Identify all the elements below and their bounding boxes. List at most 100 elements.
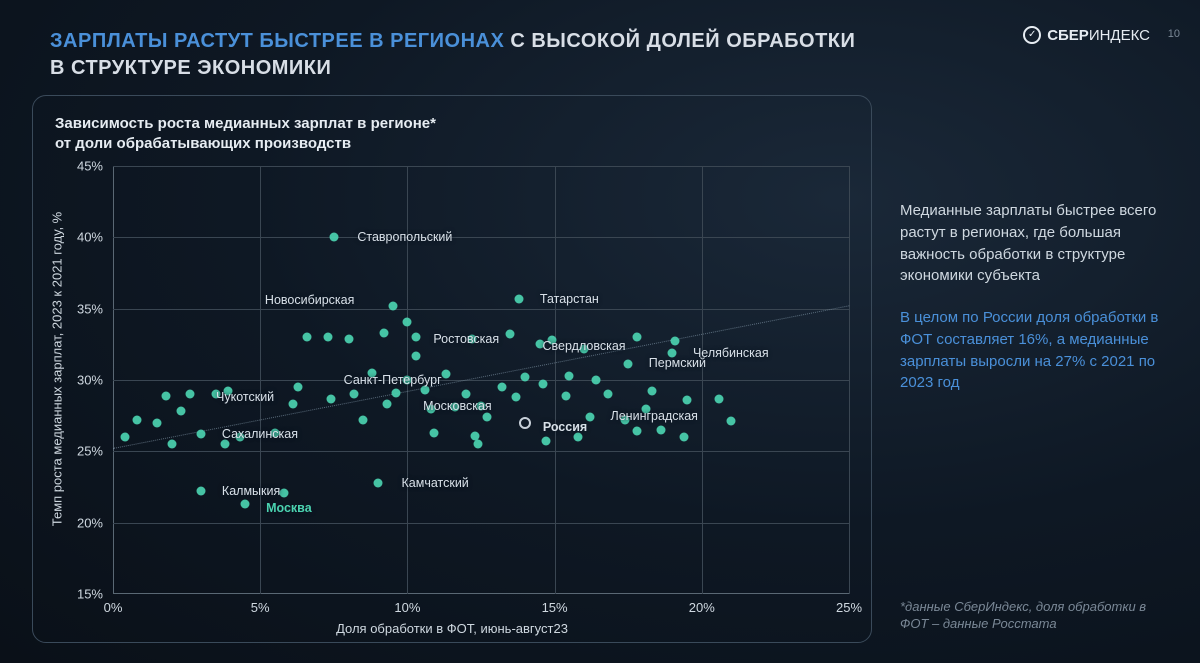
scatter-point bbox=[603, 390, 612, 399]
scatter-point bbox=[382, 400, 391, 409]
chart-container: Зависимость роста медианных зарплат в ре… bbox=[32, 95, 872, 643]
slide-title: ЗАРПЛАТЫ РАСТУТ БЫСТРЕЕ В РЕГИОНАХ С ВЫС… bbox=[50, 28, 1020, 82]
scatter-point bbox=[565, 371, 574, 380]
point-label: Ленинградская bbox=[611, 409, 698, 423]
scatter-point bbox=[132, 415, 141, 424]
scatter-point bbox=[167, 440, 176, 449]
x-tick: 10% bbox=[394, 600, 420, 615]
scatter-point bbox=[241, 500, 250, 509]
scatter-point bbox=[624, 360, 633, 369]
logo-light: ИНДЕКС bbox=[1089, 27, 1150, 44]
y-axis-label: Темп роста медианных зарплат, 2023 к 202… bbox=[50, 212, 65, 526]
scatter-point bbox=[359, 415, 368, 424]
chart-title: Зависимость роста медианных зарплат в ре… bbox=[55, 114, 849, 155]
plot-area: 15%20%25%30%35%40%45%0%5%10%15%20%25%Чук… bbox=[113, 166, 849, 594]
scatter-point bbox=[680, 433, 689, 442]
scatter-point bbox=[176, 407, 185, 416]
point-label: Свердловская bbox=[543, 339, 626, 353]
scatter-point bbox=[326, 394, 335, 403]
scatter-point bbox=[279, 488, 288, 497]
side-commentary: Медианные зарплаты быстрее всего растут … bbox=[900, 200, 1160, 394]
point-label: Камчатский bbox=[402, 476, 469, 490]
title-accent: ЗАРПЛАТЫ РАСТУТ БЫСТРЕЕ В РЕГИОНАХ bbox=[50, 30, 510, 52]
scatter-point bbox=[429, 428, 438, 437]
logo-bold: СБЕР bbox=[1047, 27, 1089, 44]
scatter-point bbox=[633, 333, 642, 342]
scatter-point bbox=[303, 333, 312, 342]
point-label: Ростовская bbox=[433, 332, 499, 346]
scatter-point bbox=[441, 370, 450, 379]
title-plain-2: В СТРУКТУРЕ ЭКОНОМИКИ bbox=[50, 55, 1020, 82]
scatter-point bbox=[541, 437, 550, 446]
point-label: Санкт-Петербург bbox=[344, 373, 442, 387]
scatter-point bbox=[519, 417, 531, 429]
grid-line-h bbox=[113, 309, 849, 310]
scatter-point bbox=[647, 387, 656, 396]
page-number: 10 bbox=[1168, 28, 1180, 40]
scatter-point bbox=[294, 383, 303, 392]
scatter-point bbox=[727, 417, 736, 426]
grid-line-h bbox=[113, 380, 849, 381]
scatter-point bbox=[412, 351, 421, 360]
side-paragraph-1: Медианные зарплаты быстрее всего растут … bbox=[900, 200, 1160, 287]
scatter-point bbox=[715, 394, 724, 403]
scatter-point bbox=[388, 301, 397, 310]
y-tick: 25% bbox=[77, 444, 103, 459]
scatter-point bbox=[120, 433, 129, 442]
point-label: Московская bbox=[423, 399, 492, 413]
scatter-point bbox=[403, 317, 412, 326]
scatter-point bbox=[379, 328, 388, 337]
scatter-point bbox=[656, 425, 665, 434]
scatter-point bbox=[515, 294, 524, 303]
scatter-point bbox=[482, 413, 491, 422]
brand-logo: ✓ СБЕРИНДЕКС bbox=[1023, 26, 1150, 44]
sber-check-icon: ✓ bbox=[1023, 26, 1041, 44]
x-tick: 0% bbox=[104, 600, 123, 615]
scatter-point bbox=[474, 440, 483, 449]
footnote: *данные СберИндекс, доля обработки в ФОТ… bbox=[900, 598, 1160, 633]
scatter-point bbox=[683, 395, 692, 404]
grid-line-h bbox=[113, 237, 849, 238]
point-label: Сахалинская bbox=[222, 427, 298, 441]
scatter-point bbox=[323, 333, 332, 342]
scatter-point bbox=[562, 391, 571, 400]
y-tick: 45% bbox=[77, 159, 103, 174]
scatter-point bbox=[391, 388, 400, 397]
scatter-point bbox=[538, 380, 547, 389]
scatter-point bbox=[668, 348, 677, 357]
point-label: Ставропольский bbox=[357, 230, 452, 244]
point-label: Калмыкия bbox=[222, 484, 280, 498]
point-label: Татарстан bbox=[540, 292, 599, 306]
side-paragraph-2: В целом по России доля обработки в ФОТ с… bbox=[900, 307, 1160, 394]
scatter-point bbox=[288, 400, 297, 409]
point-label: Чукотский bbox=[216, 390, 274, 404]
scatter-point bbox=[591, 376, 600, 385]
scatter-point bbox=[521, 373, 530, 382]
scatter-point bbox=[185, 390, 194, 399]
scatter-point bbox=[462, 390, 471, 399]
scatter-point bbox=[506, 330, 515, 339]
scatter-point bbox=[512, 393, 521, 402]
grid-line-v bbox=[849, 166, 850, 594]
grid-line-h bbox=[113, 523, 849, 524]
grid-line-h bbox=[113, 451, 849, 452]
point-label: Новосибирская bbox=[265, 293, 354, 307]
chart-title-l1: Зависимость роста медианных зарплат в ре… bbox=[55, 114, 849, 134]
scatter-point bbox=[671, 337, 680, 346]
scatter-point bbox=[197, 430, 206, 439]
y-tick: 40% bbox=[77, 230, 103, 245]
x-axis-label: Доля обработки в ФОТ, июнь-август23 bbox=[336, 621, 568, 636]
point-label: Москва bbox=[266, 501, 312, 515]
scatter-point bbox=[412, 333, 421, 342]
title-plain-1: С ВЫСОКОЙ ДОЛЕЙ ОБРАБОТКИ bbox=[510, 30, 855, 52]
scatter-point bbox=[633, 427, 642, 436]
scatter-point bbox=[350, 390, 359, 399]
grid-line-h bbox=[113, 166, 849, 167]
x-tick: 25% bbox=[836, 600, 862, 615]
scatter-point bbox=[373, 478, 382, 487]
scatter-point bbox=[497, 383, 506, 392]
x-tick: 5% bbox=[251, 600, 270, 615]
scatter-point bbox=[153, 418, 162, 427]
scatter-point bbox=[197, 487, 206, 496]
y-tick: 15% bbox=[77, 587, 103, 602]
